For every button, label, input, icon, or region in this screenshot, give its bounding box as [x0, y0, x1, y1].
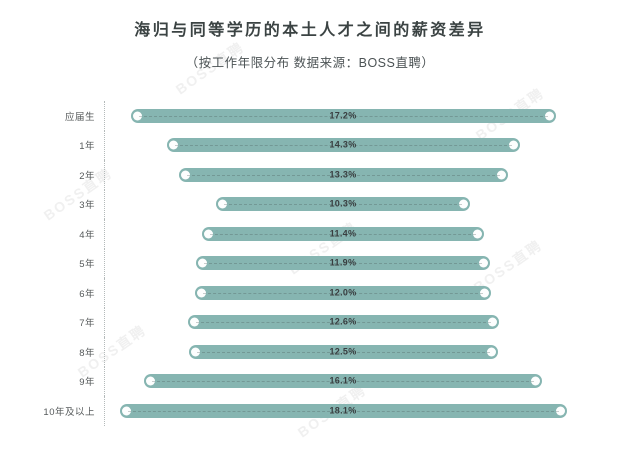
value-label: 18.1% [329, 405, 357, 416]
bar-texture-line [186, 174, 500, 176]
bar-texture-line [152, 381, 534, 383]
bar-texture-line [204, 263, 482, 265]
bar: 12.5% [188, 344, 498, 359]
chart-row: 2年 13.3% [0, 160, 620, 190]
chart-plot-area: 应届生 17.2% 1年 14.3% 2年 13.3% 3年 [0, 101, 620, 426]
chart-row: 6年 12.0% [0, 278, 620, 308]
chart-row: 应届生 17.2% [0, 101, 620, 131]
value-label: 12.0% [329, 287, 357, 298]
plot-cell: 14.3% [104, 130, 581, 160]
chart-row: 7年 12.6% [0, 307, 620, 337]
chart-row: 5年 11.9% [0, 248, 620, 278]
plot-cell: 17.2% [104, 101, 581, 131]
bar: 13.3% [178, 167, 508, 182]
bar: 12.0% [195, 285, 491, 300]
category-label: 5年 [79, 259, 95, 271]
plot-cell: 11.9% [104, 248, 581, 278]
bar: 16.1% [144, 374, 542, 389]
plot-cell: 13.3% [104, 160, 581, 190]
value-label: 12.5% [329, 346, 357, 357]
bar: 14.3% [166, 138, 520, 153]
value-label: 17.2% [329, 110, 357, 121]
value-label: 10.3% [329, 198, 357, 209]
bar: 11.4% [202, 226, 484, 241]
value-label: 11.4% [329, 228, 357, 239]
value-label: 16.1% [329, 375, 357, 386]
category-label: 2年 [79, 170, 95, 182]
category-label: 8年 [79, 347, 95, 359]
bar-texture-line [174, 145, 512, 147]
bar: 17.2% [130, 108, 556, 123]
plot-cell: 12.5% [104, 337, 581, 367]
plot-cell: 16.1% [104, 366, 581, 396]
value-label: 12.6% [329, 316, 357, 327]
category-label: 3年 [79, 200, 95, 212]
value-label: 14.3% [329, 139, 357, 150]
bar-texture-line [138, 115, 548, 117]
bar: 11.9% [196, 256, 490, 271]
bar-texture-line [195, 322, 491, 324]
bar-texture-line [196, 351, 490, 353]
category-label: 7年 [79, 318, 95, 330]
chart-row: 1年 14.3% [0, 130, 620, 160]
plot-cell: 10.3% [104, 189, 581, 219]
bar: 12.6% [187, 315, 499, 330]
plot-cell: 12.6% [104, 307, 581, 337]
chart-row: 10年及以上 18.1% [0, 396, 620, 426]
bar-texture-line [224, 204, 462, 206]
category-label: 4年 [79, 229, 95, 241]
value-label: 13.3% [329, 169, 357, 180]
value-label: 11.9% [329, 257, 357, 268]
plot-cell: 12.0% [104, 278, 581, 308]
category-label: 应届生 [64, 111, 95, 123]
bar: 18.1% [119, 403, 567, 418]
chart-row: 4年 11.4% [0, 219, 620, 249]
chart-row: 9年 16.1% [0, 366, 620, 396]
category-label: 1年 [79, 141, 95, 153]
chart-row: 3年 10.3% [0, 189, 620, 219]
category-label: 9年 [79, 377, 95, 389]
category-label: 6年 [79, 288, 95, 300]
chart-subtitle: （按工作年限分布 数据来源：BOSS直聘） [185, 56, 435, 70]
chart-title: 海归与同等学历的本土人才之间的薪资差异 [134, 22, 486, 39]
bar-texture-line [127, 410, 559, 412]
plot-cell: 18.1% [104, 396, 581, 426]
plot-cell: 11.4% [104, 219, 581, 249]
bar: 10.3% [216, 197, 470, 212]
chart-canvas: BOSS直聘BOSS直聘BOSS直聘BOSS直聘BOSS直聘BOSS直聘BOSS… [0, 16, 620, 471]
category-label: 10年及以上 [43, 406, 95, 418]
chart-row: 8年 12.5% [0, 337, 620, 367]
bar-texture-line [203, 292, 483, 294]
bar-texture-line [210, 233, 476, 235]
